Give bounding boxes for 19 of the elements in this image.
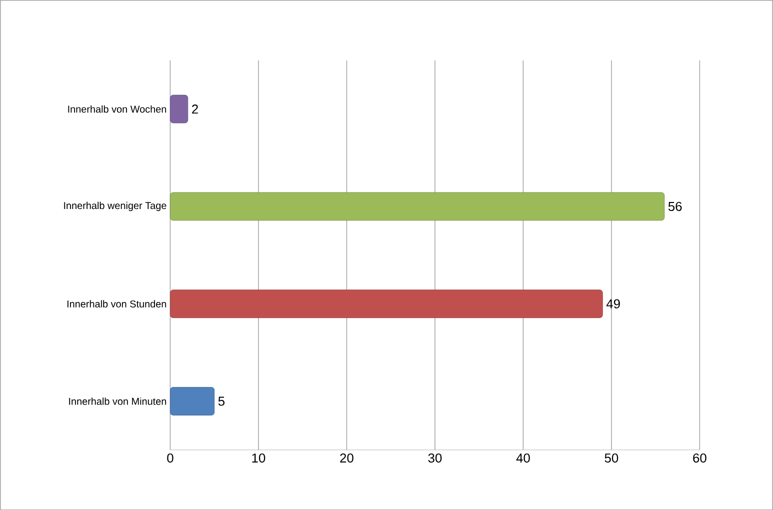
x-tick-label: 50 [604,453,618,462]
bar [170,94,188,124]
data-label: 5 [218,396,225,406]
bar [170,290,603,318]
x-tick-label: 20 [340,453,354,462]
data-label: 2 [192,104,198,114]
x-tick-label: 40 [516,453,530,462]
x-tick-label: 60 [693,453,706,462]
data-label: 49 [606,299,620,308]
data-label: 56 [668,202,682,211]
bar [170,386,215,416]
x-tick-label: 30 [428,453,442,462]
bar [170,192,665,220]
y-tick-label: Innerhalb von Wochen [68,105,166,113]
y-tick-label: Innerhalb von Minuten [69,397,166,405]
y-tick-label: Innerhalb von Stunden [67,300,166,308]
x-tick-label: 10 [252,453,266,462]
y-tick-label: Innerhalb weniger Tage [64,202,166,211]
x-tick-label: 0 [167,453,174,462]
